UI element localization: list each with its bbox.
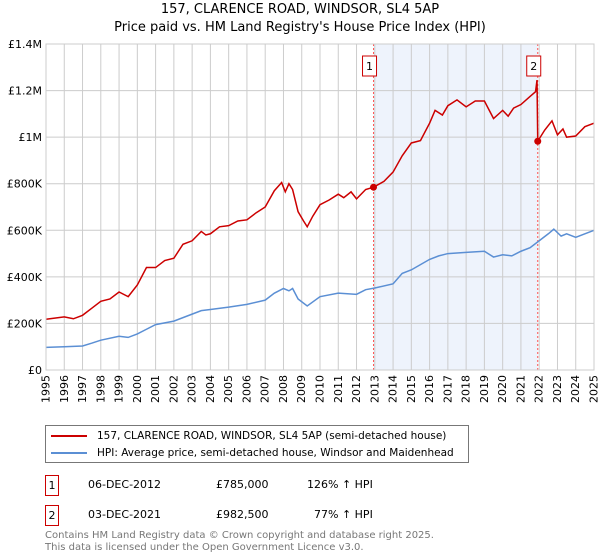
y-tick-label: £1M <box>19 131 43 144</box>
x-tick-label: 2012 <box>350 375 363 403</box>
sale-marker-label: 1 <box>366 60 373 73</box>
x-tick-label: 2010 <box>314 375 327 403</box>
legend-label: HPI: Average price, semi-detached house,… <box>97 447 454 459</box>
legend-label: 157, CLARENCE ROAD, WINDSOR, SL4 5AP (se… <box>97 430 447 442</box>
sale-point <box>370 183 378 191</box>
x-tick-label: 2021 <box>514 375 527 403</box>
footer-line: This data is licensed under the Open Gov… <box>45 542 364 553</box>
x-tick-label: 2007 <box>259 375 272 403</box>
legend-swatch-red <box>51 435 87 437</box>
sale-point <box>534 137 542 145</box>
y-tick-label: £400K <box>7 271 43 284</box>
sale-marker-box <box>526 55 542 77</box>
x-tick-label: 2017 <box>441 375 454 403</box>
x-tick-label: 2002 <box>167 375 180 403</box>
x-tick-label: 2020 <box>496 375 509 403</box>
transaction-price: £982,500 <box>216 508 269 521</box>
legend: 157, CLARENCE ROAD, WINDSOR, SL4 5AP (se… <box>45 425 469 463</box>
x-tick-label: 2024 <box>569 375 582 403</box>
x-tick-label: 1995 <box>40 375 53 403</box>
y-tick-label: £0 <box>28 364 42 377</box>
legend-item-property: 157, CLARENCE ROAD, WINDSOR, SL4 5AP (se… <box>51 429 446 443</box>
sale-marker-box <box>362 55 378 77</box>
transaction-row: 2 03-DEC-2021 £982,500 77% ↑ HPI <box>45 505 445 526</box>
x-tick-label: 1998 <box>94 375 107 403</box>
x-tick-label: 1999 <box>113 375 126 403</box>
marker-badge: 2 <box>45 505 59 526</box>
transaction-hpi: 77% ↑ HPI <box>314 508 373 521</box>
footer: Contains HM Land Registry data © Crown c… <box>45 530 434 554</box>
transaction-row: 1 06-DEC-2012 £785,000 126% ↑ HPI <box>45 475 445 496</box>
chart-title: 157, CLARENCE ROAD, WINDSOR, SL4 5AP <box>160 2 440 17</box>
legend-swatch-blue <box>51 452 87 454</box>
x-tick-label: 2009 <box>295 375 308 403</box>
x-tick-label: 1997 <box>76 375 89 403</box>
marker-badge: 1 <box>45 475 59 496</box>
x-tick-label: 2015 <box>405 375 418 403</box>
transaction-price: £785,000 <box>216 478 269 491</box>
x-tick-label: 2016 <box>423 375 436 403</box>
x-tick-label: 2018 <box>460 375 473 403</box>
x-tick-label: 2004 <box>204 375 217 403</box>
x-tick-label: 2023 <box>551 375 564 403</box>
x-tick-label: 2005 <box>222 375 235 403</box>
shaded-period <box>373 44 538 370</box>
price-chart: 1995 1996 1997 1998 1999 2000 2001 2002 2003 2004… <box>7 38 600 403</box>
x-tick-label: 2019 <box>478 375 491 403</box>
footer-line: Contains HM Land Registry data © Crown c… <box>45 530 434 541</box>
x-tick-label: 2006 <box>240 375 253 403</box>
series-line <box>45 228 595 349</box>
x-tick-label: 2022 <box>533 375 546 403</box>
series-line <box>45 79 595 320</box>
y-tick-label: £1.2M <box>8 85 42 98</box>
x-tick-label: 2000 <box>131 375 144 403</box>
chart-subtitle: Price paid vs. HM Land Registry's House … <box>114 20 486 35</box>
x-tick-label: 2014 <box>387 375 400 403</box>
x-tick-label: 2011 <box>332 375 345 403</box>
x-tick-label: 2008 <box>277 375 290 403</box>
sale-marker-label: 2 <box>530 60 537 73</box>
x-tick-label: 2013 <box>368 375 381 403</box>
x-tick-label: 2003 <box>186 375 199 403</box>
y-tick-label: £600K <box>7 224 43 237</box>
transaction-date: 03-DEC-2021 <box>88 508 162 521</box>
legend-item-hpi: HPI: Average price, semi-detached house,… <box>51 446 454 460</box>
transaction-hpi: 126% ↑ HPI <box>307 478 373 491</box>
transaction-date: 06-DEC-2012 <box>88 478 162 491</box>
x-tick-label: 2025 <box>588 375 600 403</box>
y-tick-label: £1.4M <box>8 38 42 51</box>
plot-border <box>45 43 595 371</box>
x-tick-label: 1996 <box>58 375 71 403</box>
y-tick-label: £800K <box>7 178 43 191</box>
y-tick-label: £200K <box>7 317 43 330</box>
x-tick-label: 2001 <box>149 375 162 403</box>
